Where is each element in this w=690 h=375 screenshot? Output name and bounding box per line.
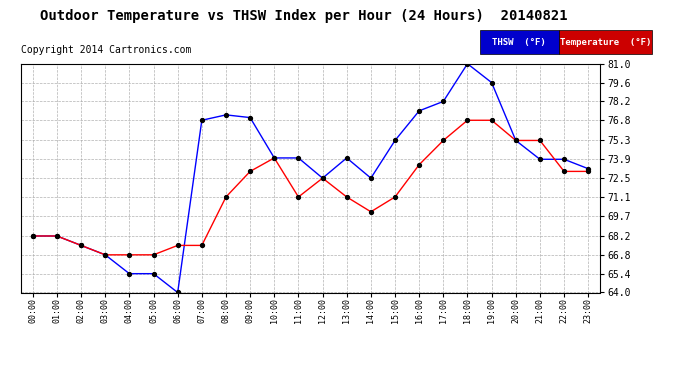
Text: THSW  (°F): THSW (°F): [493, 38, 546, 47]
Text: Copyright 2014 Cartronics.com: Copyright 2014 Cartronics.com: [21, 45, 191, 55]
Text: Outdoor Temperature vs THSW Index per Hour (24 Hours)  20140821: Outdoor Temperature vs THSW Index per Ho…: [40, 9, 567, 23]
Text: Temperature  (°F): Temperature (°F): [560, 38, 651, 47]
